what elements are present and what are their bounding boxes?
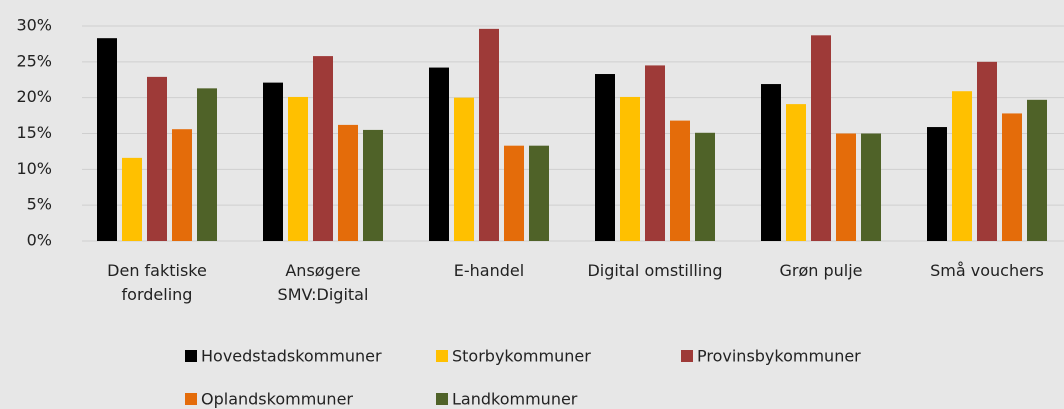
bar [977, 61, 997, 242]
bar [172, 129, 192, 241]
bar [454, 97, 474, 242]
x-tick-label: Grøn pulje [779, 261, 863, 280]
bar [147, 76, 167, 241]
bar [504, 145, 524, 241]
bar [811, 35, 831, 241]
bar [595, 74, 615, 242]
y-tick-label: 30% [16, 16, 52, 35]
x-tick-label: Digital omstilling [587, 261, 723, 280]
bar [1027, 99, 1047, 241]
y-tick-label: 10% [16, 159, 52, 178]
x-tick-label: Små vouchers [930, 261, 1044, 280]
legend-swatch [185, 393, 197, 405]
bar [645, 65, 665, 242]
bar [695, 132, 715, 241]
legend-swatch [436, 350, 448, 362]
y-tick-label: 0% [27, 231, 52, 250]
bar [761, 84, 781, 241]
bar [927, 127, 947, 241]
x-tick-label: Den faktiske fordeling [107, 261, 207, 304]
x-tick-label: E-handel [453, 261, 525, 280]
legend-label: Landkommuner [452, 390, 578, 409]
bar [288, 96, 308, 241]
bar [313, 56, 333, 241]
bar [836, 133, 856, 241]
bar [670, 120, 690, 241]
bar [861, 133, 881, 241]
y-tick-label: 15% [16, 123, 52, 142]
bar [97, 38, 117, 241]
legend-label: Hovedstadskommuner [201, 347, 382, 366]
legend-label: Provinsbykommuner [697, 347, 861, 366]
bar [529, 145, 549, 241]
legend-label: Storbykommuner [452, 347, 591, 366]
bar [786, 104, 806, 241]
legend-swatch [436, 393, 448, 405]
bar [479, 28, 499, 241]
bar [952, 91, 972, 241]
legend-swatch [185, 350, 197, 362]
legend-label: Oplandskommuner [201, 390, 353, 409]
legend-swatch [681, 350, 693, 362]
bar [620, 96, 640, 241]
bar [1002, 113, 1022, 241]
bar [197, 88, 217, 241]
bar [338, 124, 358, 241]
bar [122, 157, 142, 241]
y-tick-label: 5% [27, 195, 52, 214]
bar [263, 82, 283, 241]
x-tick-label: Ansøgere SMV:Digital [277, 261, 369, 304]
bar [363, 129, 383, 241]
bar [429, 67, 449, 241]
y-tick-label: 20% [16, 87, 52, 106]
y-tick-label: 25% [16, 51, 52, 70]
